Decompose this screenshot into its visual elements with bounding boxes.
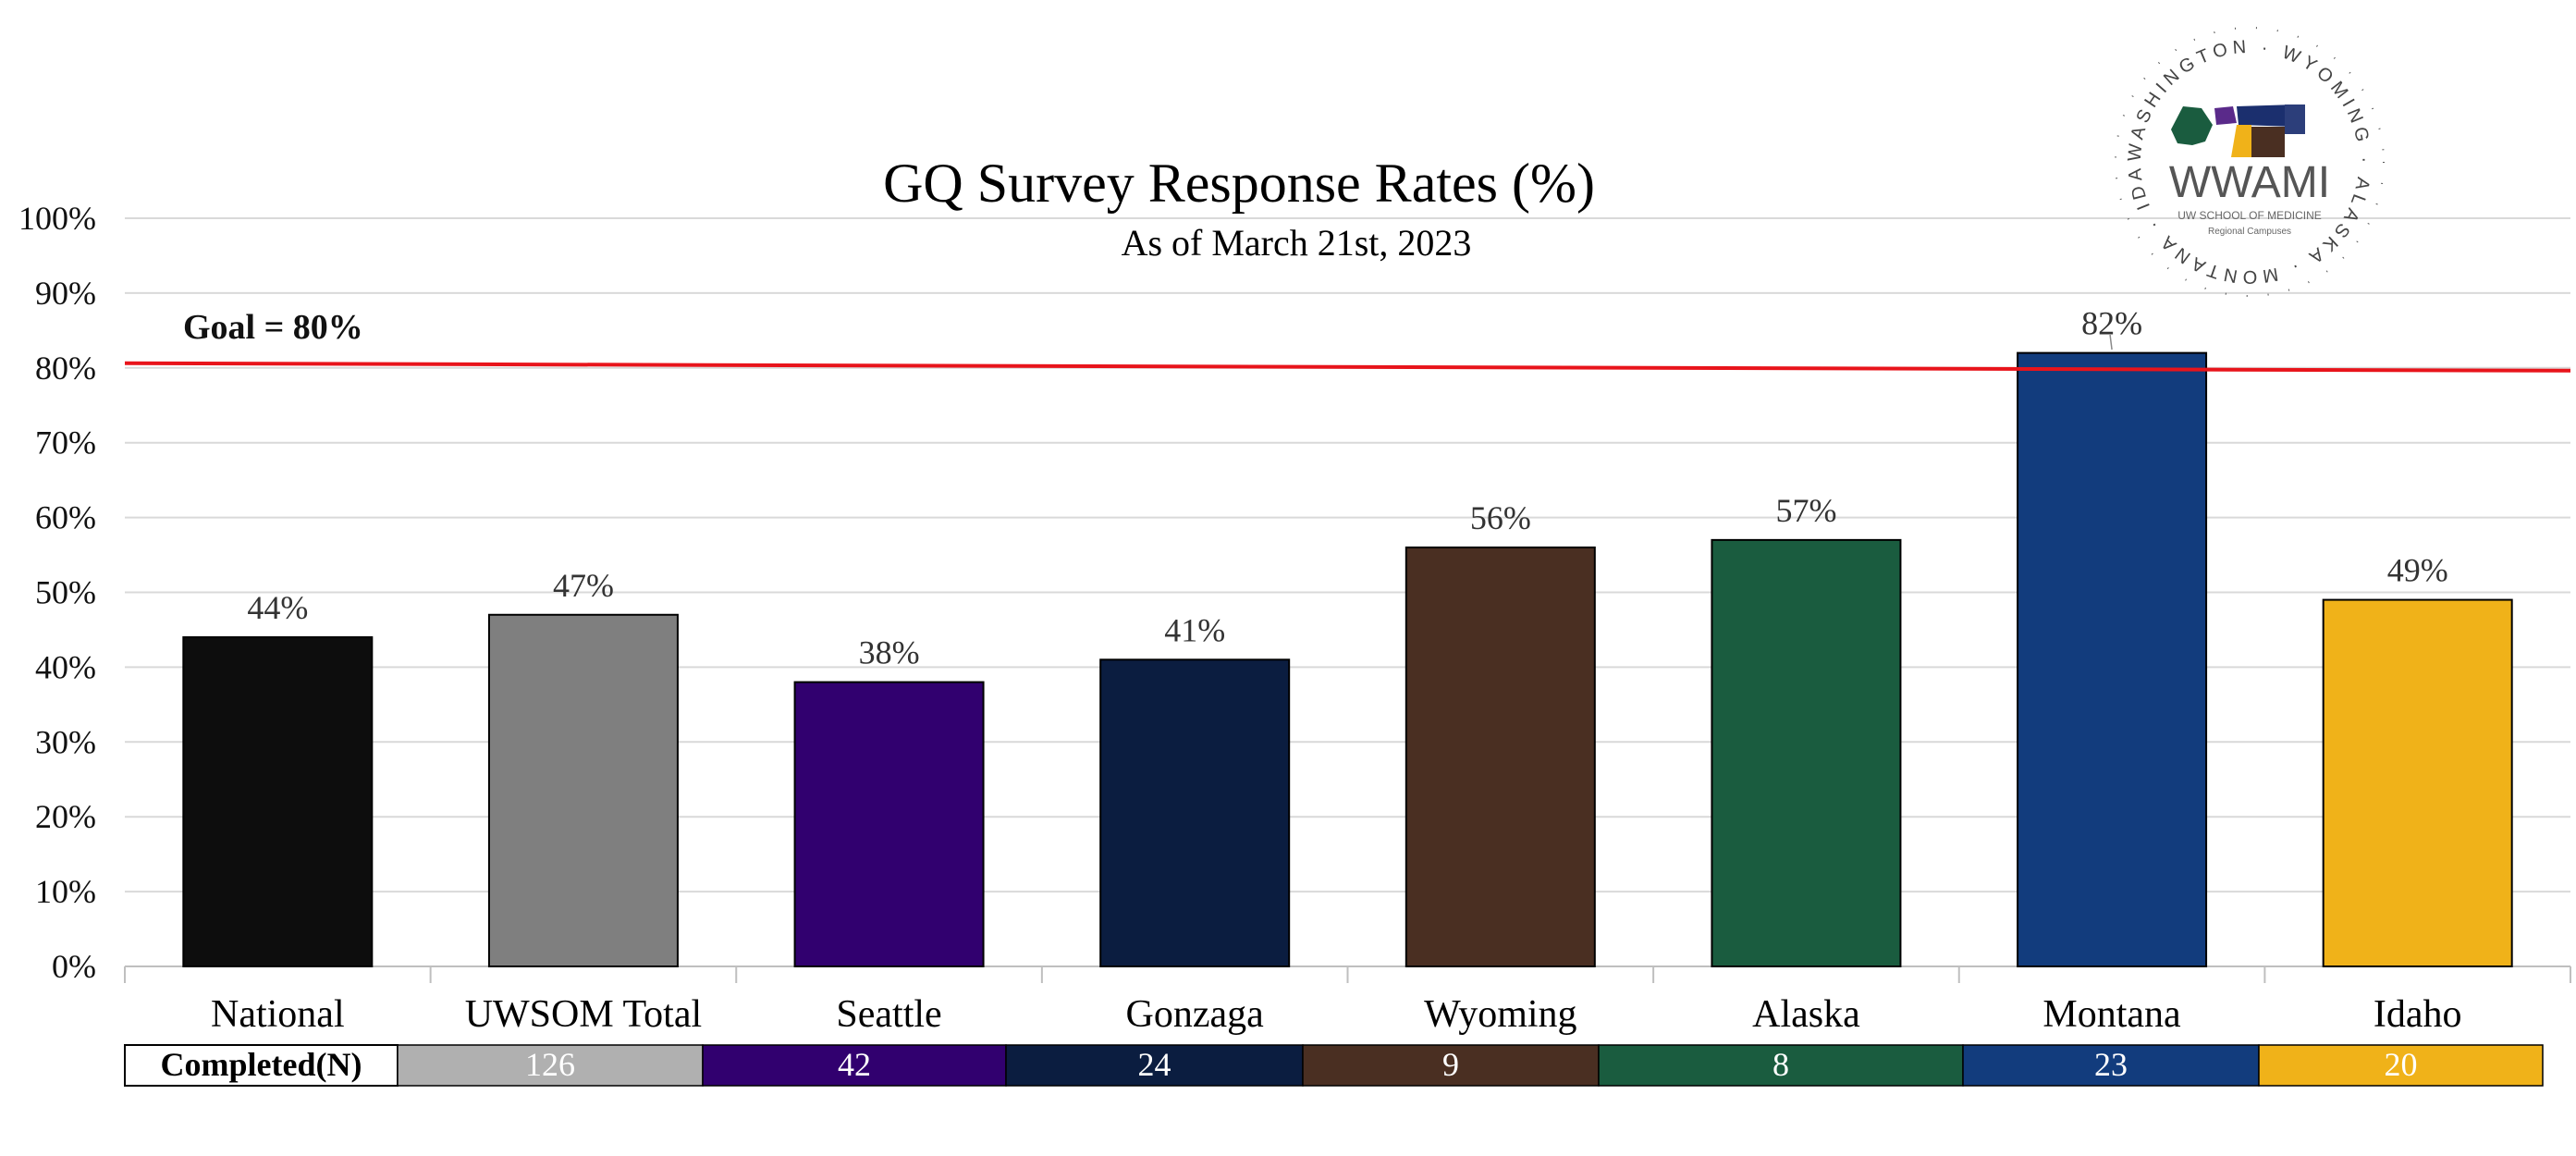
data-label: 49% xyxy=(2387,552,2448,589)
table-cell xyxy=(1598,1044,1964,1087)
y-tick-label: 100% xyxy=(18,200,96,237)
y-tick-label: 30% xyxy=(35,723,96,760)
x-tick-label: National xyxy=(211,993,345,1036)
bars xyxy=(182,351,2513,968)
data-label: 38% xyxy=(859,634,920,671)
x-tick-label: Seattle xyxy=(836,993,941,1036)
completed-count: 23 xyxy=(2094,1046,2128,1083)
chart-subtitle: As of March 21st, 2023 xyxy=(1122,222,1472,264)
wwami-logo: WASHINGTON · WYOMING · ALASKA · MONTANA … xyxy=(2115,27,2385,297)
bar-alaska xyxy=(1711,538,1902,967)
bar-seattle xyxy=(793,681,985,968)
bar-gonzaga xyxy=(1099,658,1291,967)
bar-national xyxy=(182,636,374,967)
x-tick-label: Wyoming xyxy=(1424,993,1576,1036)
table-cell xyxy=(397,1044,704,1087)
x-tick-label: Montana xyxy=(2042,993,2181,1036)
table-cell xyxy=(1302,1044,1600,1087)
goal-line-group: Goal = 80% xyxy=(124,308,2571,373)
y-tick-label: 80% xyxy=(35,350,96,387)
data-label: 44% xyxy=(247,589,308,626)
table-cell xyxy=(1962,1044,2260,1087)
completed-count: 42 xyxy=(838,1046,871,1083)
x-tick-label: Alaska xyxy=(1752,993,1860,1036)
bar-wyoming xyxy=(1405,546,1596,968)
y-tick-label: 0% xyxy=(52,948,96,985)
data-label: 56% xyxy=(1470,499,1531,536)
logo-map-icon xyxy=(2171,105,2305,157)
data-label: 41% xyxy=(1164,611,1225,648)
logo-ring xyxy=(2115,27,2385,297)
completed-count: 24 xyxy=(1138,1046,1171,1083)
y-tick-label: 70% xyxy=(35,424,96,461)
data-label: 82% xyxy=(2081,305,2142,342)
x-tick-label: Gonzaga xyxy=(1126,993,1265,1036)
data-label: 57% xyxy=(1775,492,1836,529)
logo-subline-2: Regional Campuses xyxy=(2208,227,2291,237)
chart-title: GQ Survey Response Rates (%) xyxy=(883,153,1595,214)
logo-subline-1: UW SCHOOL OF MEDICINE xyxy=(2177,209,2322,222)
data-labels: 44% 47% 38% 41% 56% 57% 82% 49% xyxy=(247,305,2447,671)
y-tick-label: 20% xyxy=(35,798,96,835)
completed-count: 126 xyxy=(525,1046,575,1083)
y-tick-label: 60% xyxy=(35,499,96,536)
x-tick-label: Idaho xyxy=(2374,993,2462,1036)
data-label: 47% xyxy=(553,567,614,604)
table-header-label: Completed(N) xyxy=(161,1046,362,1083)
table-cell xyxy=(702,1044,1007,1087)
completed-table: Completed(N) 126 42 24 9 8 23 20 xyxy=(124,1044,2544,1087)
completed-count: 8 xyxy=(1773,1046,1789,1083)
completed-count: 9 xyxy=(1442,1046,1459,1083)
logo-wordmark: WWAMI xyxy=(2169,158,2330,207)
goal-line xyxy=(124,361,2571,373)
bar-idaho xyxy=(2322,598,2513,968)
table-header-cell xyxy=(124,1044,399,1087)
table-cell xyxy=(2258,1044,2544,1087)
goal-label: Goal = 80% xyxy=(183,308,363,347)
completed-count: 20 xyxy=(2385,1046,2418,1083)
y-tick-label: 50% xyxy=(35,574,96,611)
table-cell xyxy=(1005,1044,1304,1087)
x-axis: National UWSOM Total Seattle Gonzaga Wyoming… xyxy=(211,993,2462,1036)
x-tick-label: UWSOM Total xyxy=(465,993,702,1036)
label-leader-line xyxy=(2109,334,2113,350)
bar-uwsom-total xyxy=(487,613,679,968)
y-tick-label: 10% xyxy=(35,873,96,910)
y-tick-label: 40% xyxy=(35,648,96,685)
y-tick-label: 90% xyxy=(35,275,96,312)
bar-montana xyxy=(2017,351,2208,967)
